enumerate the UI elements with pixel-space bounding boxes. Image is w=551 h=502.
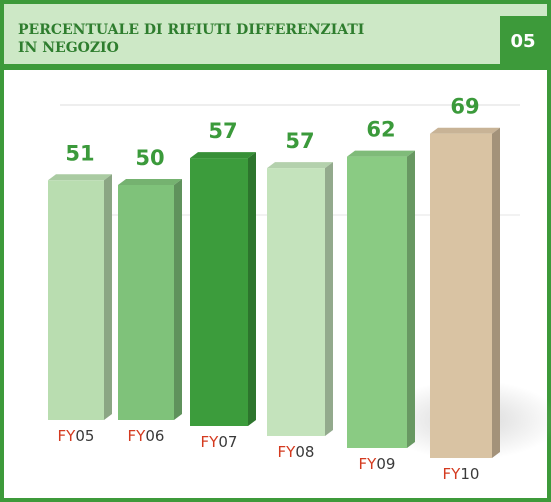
value-label: 69 (450, 95, 479, 119)
x-tick-label: FY08 (278, 443, 315, 461)
bar-side (104, 174, 112, 420)
x-tick-label: FY05 (58, 427, 95, 445)
bar (267, 168, 325, 436)
title-bar (4, 4, 547, 64)
bar (48, 180, 104, 420)
value-label: 50 (135, 146, 164, 170)
badge: 05 (510, 31, 535, 52)
bar-side (492, 127, 500, 458)
chart-title: IN NEGOZIO (18, 40, 119, 56)
value-label: 57 (285, 129, 314, 153)
title-rule (4, 64, 547, 70)
bar-top (347, 150, 415, 157)
bar (347, 156, 407, 448)
bar-side (325, 162, 333, 436)
value-label: 57 (208, 119, 237, 143)
x-tick-label: FY07 (201, 433, 238, 451)
bar-side (407, 150, 415, 448)
bar-side (248, 152, 256, 426)
bar-side (174, 179, 182, 420)
badge-bg (500, 16, 547, 64)
bar (190, 158, 248, 426)
value-label: 51 (65, 141, 94, 165)
bar-top (118, 179, 182, 185)
x-tick-label: FY09 (359, 455, 396, 473)
bar (430, 133, 492, 458)
bar (118, 185, 174, 420)
bar-top (430, 127, 500, 134)
x-tick-label: FY10 (443, 465, 480, 483)
x-tick-label: FY06 (128, 427, 165, 445)
bar-top (190, 152, 256, 159)
chart-title: PERCENTUALE DI RIFIUTI DIFFERENZIATI (18, 22, 364, 38)
bar-top (267, 162, 333, 169)
value-label: 62 (366, 118, 395, 142)
bar-top (48, 174, 112, 181)
